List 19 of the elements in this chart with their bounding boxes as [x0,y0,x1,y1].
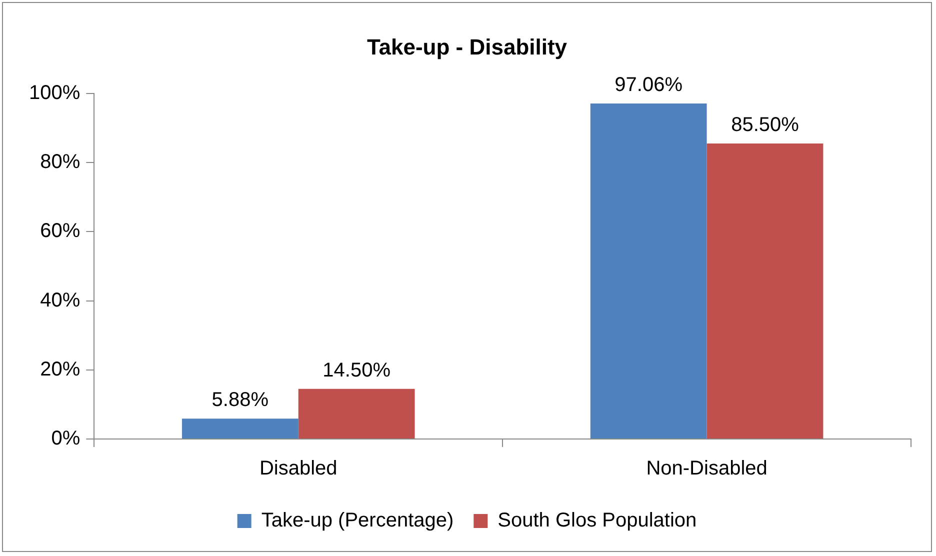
bar [706,144,824,438]
x-tick-label: Disabled [259,458,338,480]
data-label: 97.06% [614,74,683,96]
bar [182,418,298,438]
bar [590,104,707,438]
bar [298,388,415,438]
legend-label: South Glos Population [498,510,697,532]
y-tick-label: 0% [51,428,80,450]
y-tick-label: 20% [40,358,80,380]
data-label: 85.50% [731,114,800,136]
data-label: 5.88% [212,389,269,412]
y-tick-label: 100% [28,82,80,104]
data-label: 14.50% [322,359,391,382]
y-tick-label: 60% [40,220,80,242]
x-tick-label: Non-Disabled [646,458,768,480]
chart-title: Take-up - Disability [366,34,568,60]
y-tick-label: 40% [40,289,80,312]
y-tick-label: 80% [40,151,80,174]
legend-label: Take-up (Percentage) [261,510,454,532]
